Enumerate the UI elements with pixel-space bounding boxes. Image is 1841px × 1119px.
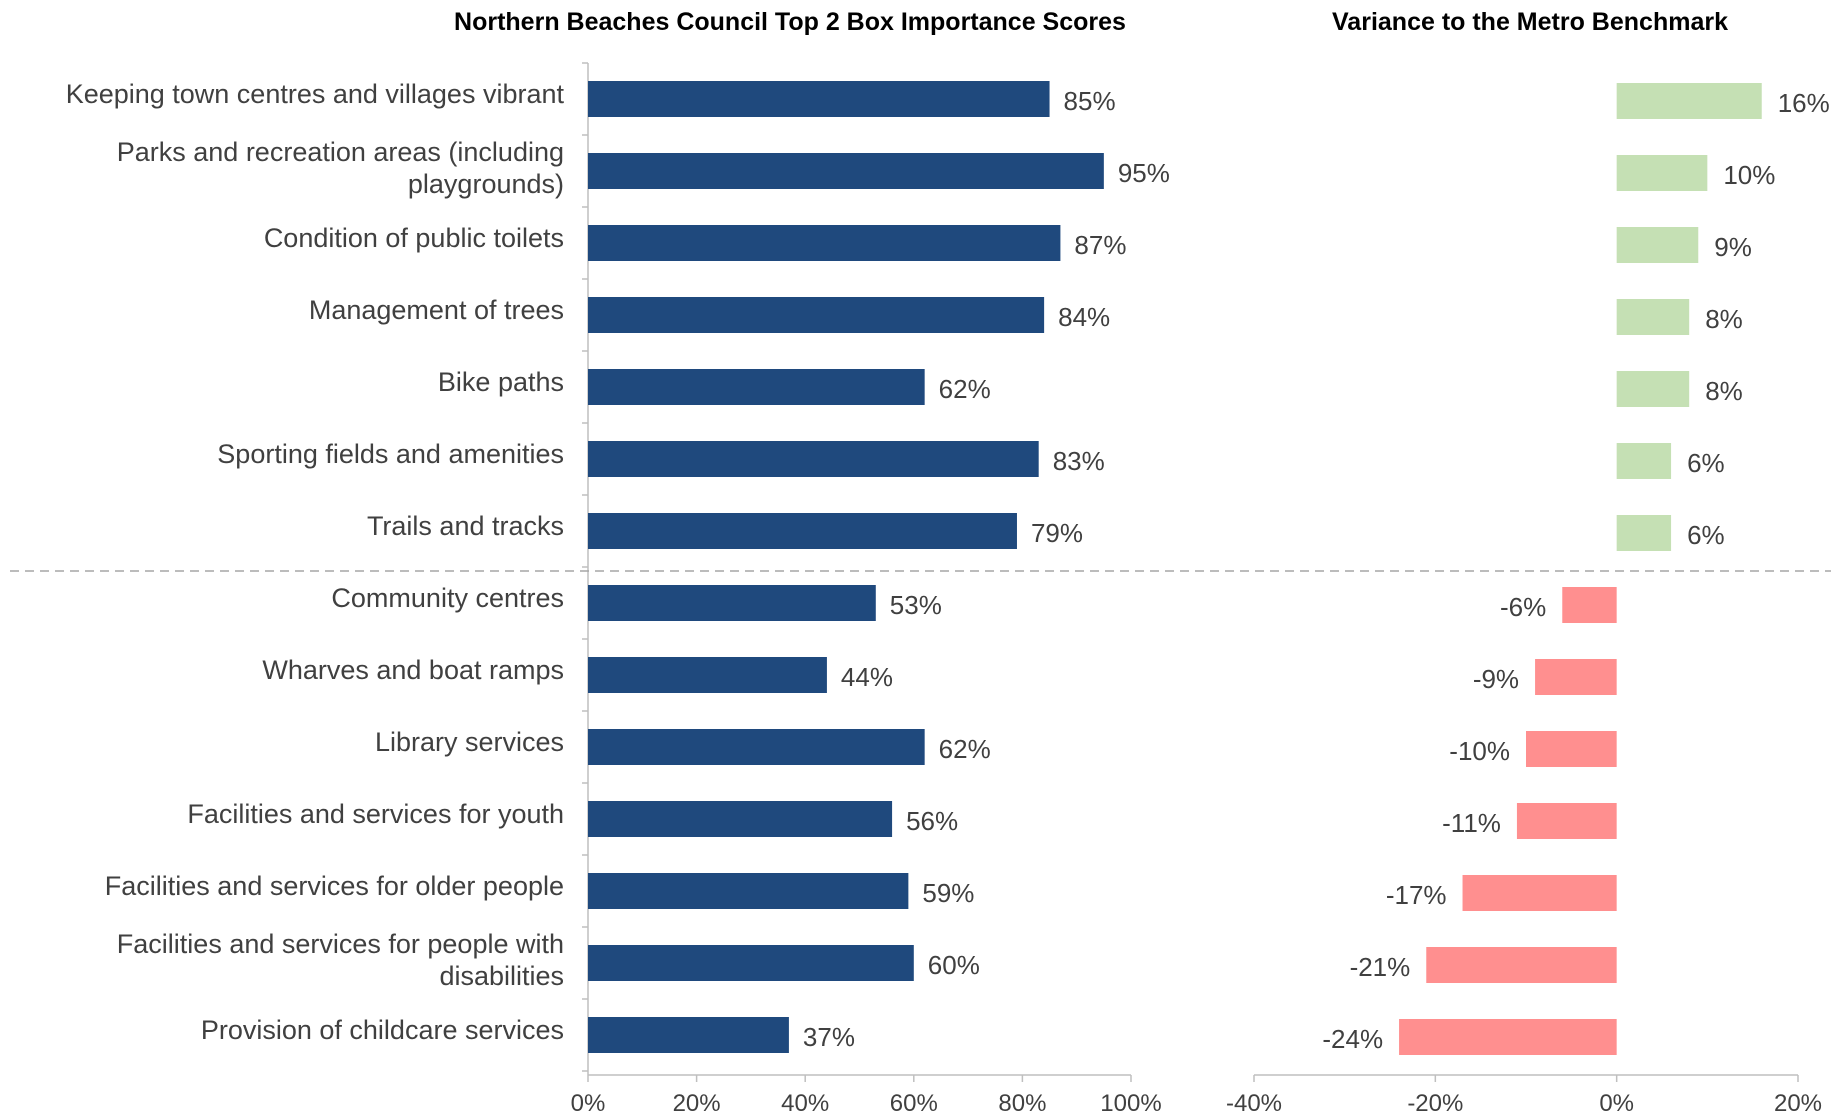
importance-bar (588, 297, 1045, 333)
importance-value-label: 44% (841, 662, 893, 692)
importance-bar (588, 225, 1061, 261)
importance-bar (588, 873, 909, 909)
importance-bar (588, 657, 827, 693)
variance-bar-positive (1616, 371, 1690, 407)
importance-tick-label: 0% (571, 1090, 606, 1114)
variance-tick-label: -20% (1407, 1090, 1463, 1114)
variance-bar-positive (1616, 299, 1690, 335)
importance-value-label: 62% (939, 374, 991, 404)
category-label: Parks and recreation areas (including pla… (117, 137, 564, 199)
variance-bar-negative (1399, 1019, 1617, 1055)
importance-value-label: 79% (1031, 518, 1083, 548)
variance-value-label: 16% (1778, 88, 1830, 118)
variance-value-label: -11% (1442, 808, 1501, 838)
variance-value-label: 6% (1687, 448, 1725, 478)
variance-value-label: 8% (1705, 376, 1743, 406)
category-label: Facilities and services for older people (105, 871, 564, 901)
category-label: Condition of public toilets (264, 223, 564, 253)
category-label-line: Facilities and services for people with (117, 929, 564, 959)
variance-value-label: -21% (1350, 952, 1411, 982)
variance-bar-positive (1616, 515, 1672, 551)
importance-value-label: 84% (1058, 302, 1110, 332)
variance-bar-negative (1426, 947, 1617, 983)
importance-bar (588, 1017, 789, 1053)
importance-bar (588, 153, 1104, 189)
importance-bar (588, 81, 1050, 117)
category-label: Sporting fields and amenities (217, 439, 564, 469)
importance-value-label: 87% (1074, 230, 1126, 260)
variance-value-label: -24% (1322, 1024, 1383, 1054)
importance-tick-label: 100% (1100, 1090, 1161, 1114)
importance-bar (588, 441, 1039, 477)
variance-bar-negative (1526, 731, 1617, 767)
variance-value-label: 10% (1723, 160, 1775, 190)
importance-value-label: 83% (1053, 446, 1105, 476)
variance-tick-label: -40% (1226, 1090, 1282, 1114)
category-label: Facilities and services for youth (187, 799, 564, 829)
variance-value-label: -9% (1473, 664, 1519, 694)
importance-chart-title: Northern Beaches Council Top 2 Box Impor… (454, 8, 1126, 36)
importance-bar (588, 369, 925, 405)
importance-tick-label: 80% (998, 1090, 1046, 1114)
importance-value-label: 53% (890, 590, 942, 620)
variance-value-label: -10% (1449, 736, 1510, 766)
category-label: Trails and tracks (367, 511, 564, 541)
variance-bar-positive (1616, 227, 1699, 263)
variance-value-label: -17% (1386, 880, 1447, 910)
category-label-line: Parks and recreation areas (including (117, 137, 564, 167)
category-label: Facilities and services for people with d… (117, 929, 564, 991)
variance-bar-negative (1516, 803, 1617, 839)
importance-value-label: 95% (1118, 158, 1170, 188)
variance-bar-positive (1616, 83, 1762, 119)
category-label-line: playgrounds) (408, 169, 564, 199)
category-label: Provision of childcare services (201, 1015, 564, 1045)
variance-value-label: 8% (1705, 304, 1743, 334)
importance-bar (588, 729, 925, 765)
variance-tick-label: 0% (1599, 1090, 1634, 1114)
category-label: Keeping town centres and villages vibran… (66, 79, 565, 109)
variance-bar-negative (1562, 587, 1617, 623)
category-label: Management of trees (309, 295, 564, 325)
variance-plot-area: -40% -20% 0% 20% 16% 10% 9% 8% 8% 6% 6% -6% -9% -10% -… (1226, 83, 1830, 1117)
category-label-line: disabilities (439, 961, 564, 991)
importance-value-label: 56% (906, 806, 958, 836)
variance-bar-positive (1616, 155, 1708, 191)
importance-tick-label: 40% (781, 1090, 829, 1114)
importance-tick-label: 60% (890, 1090, 938, 1114)
variance-bar-negative (1535, 659, 1617, 695)
variance-bar-positive (1616, 443, 1672, 479)
importance-value-label: 37% (803, 1022, 855, 1052)
category-label: Library services (375, 727, 564, 757)
variance-chart-title: Variance to the Metro Benchmark (1332, 8, 1728, 36)
importance-tick-label: 20% (673, 1090, 721, 1114)
variance-value-label: 6% (1687, 520, 1725, 550)
importance-value-label: 85% (1064, 86, 1116, 116)
importance-bar (588, 945, 914, 981)
variance-tick-label: 20% (1774, 1090, 1822, 1114)
variance-value-label: -6% (1500, 592, 1546, 622)
importance-value-label: 62% (939, 734, 991, 764)
importance-bar (588, 801, 893, 837)
variance-value-label: 9% (1714, 232, 1752, 262)
importance-bar (588, 513, 1017, 549)
category-label: Wharves and boat ramps (262, 655, 564, 685)
importance-bar (588, 585, 876, 621)
category-label: Community centres (331, 583, 564, 613)
category-label: Bike paths (438, 367, 564, 397)
variance-bar-negative (1462, 875, 1617, 911)
importance-value-label: 60% (928, 950, 980, 980)
importance-plot-area: 0% 20% 40% 60% 80% 100% Keeping town centres a… (66, 62, 1170, 1117)
importance-value-label: 59% (922, 878, 974, 908)
